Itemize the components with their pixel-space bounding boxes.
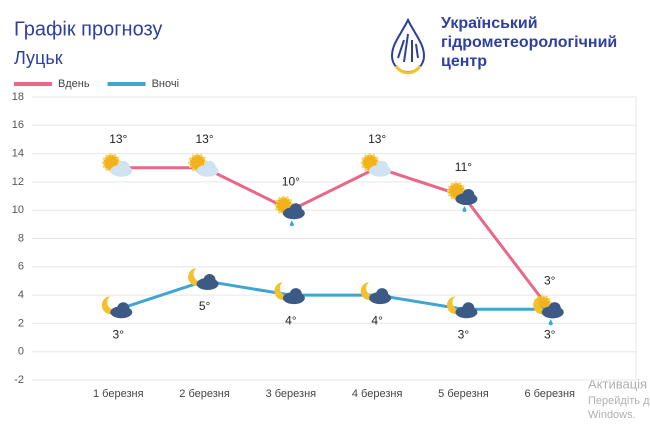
- x-tick-label: 2 березня: [179, 388, 230, 400]
- chart-title: Графік прогнозу: [14, 18, 162, 40]
- y-tick-label: 8: [18, 232, 24, 244]
- weather-icon: [446, 296, 478, 319]
- watermark: Windows.: [588, 409, 636, 421]
- x-tick-label: 5 березня: [438, 388, 489, 400]
- cloud: [376, 288, 389, 301]
- moon: [446, 296, 465, 315]
- rain-drop: [548, 319, 553, 326]
- y-tick-label: 12: [12, 176, 24, 188]
- cloud: [117, 302, 130, 315]
- value-label: 13°: [109, 132, 127, 146]
- cloud: [462, 189, 475, 202]
- y-tick-label: 6: [18, 261, 24, 273]
- value-label: 3°: [544, 273, 556, 287]
- value-label: 4°: [285, 313, 297, 327]
- value-label: 3°: [544, 327, 556, 341]
- cloud: [376, 160, 389, 173]
- value-label: 13°: [195, 132, 213, 146]
- watermark: Активація: [588, 376, 647, 391]
- moon: [101, 296, 120, 315]
- cloud: [289, 288, 302, 301]
- y-tick-label: 16: [12, 119, 24, 131]
- rain-drop: [462, 206, 467, 213]
- y-tick-label: 10: [12, 204, 24, 216]
- weather-icon: [188, 267, 219, 290]
- y-tick-label: -2: [14, 374, 24, 386]
- moon: [188, 267, 206, 286]
- y-tick-label: 14: [12, 148, 24, 160]
- logo-text: гідрометеорологічний: [441, 34, 617, 51]
- rain-drop: [289, 220, 294, 227]
- weather-icon: [188, 153, 219, 177]
- cloud: [117, 160, 130, 173]
- weather-icon: [101, 153, 133, 177]
- moon: [360, 282, 379, 301]
- x-tick-label: 1 березня: [93, 388, 144, 400]
- cloud: [548, 302, 561, 315]
- weather-icon: [101, 296, 133, 319]
- legend-label: Вдень: [58, 78, 90, 90]
- moon: [533, 296, 551, 315]
- x-tick-label: 3 березня: [266, 388, 317, 400]
- y-tick-label: 2: [18, 317, 24, 329]
- y-tick-label: 0: [18, 346, 24, 358]
- cloud: [203, 273, 216, 286]
- weather-icon: [360, 282, 392, 305]
- value-label: 13°: [368, 132, 386, 146]
- weather-icon: [274, 282, 305, 305]
- value-label: 4°: [371, 313, 383, 327]
- logo-icon: [390, 17, 426, 75]
- x-tick-label: 4 березня: [352, 388, 403, 400]
- weather-icon: [360, 153, 392, 177]
- moon: [274, 282, 292, 301]
- y-tick-label: 4: [18, 289, 24, 301]
- weather-icon: [533, 296, 564, 326]
- cloud: [203, 160, 216, 173]
- y-tick-label: 18: [12, 91, 24, 103]
- watermark: Перейдіть до: [588, 395, 650, 407]
- logo-text: центр: [441, 53, 487, 70]
- legend-label: Вночі: [152, 78, 179, 90]
- value-label: 10°: [282, 174, 300, 188]
- value-label: 3°: [458, 327, 470, 341]
- x-tick-label: 6 березня: [524, 388, 575, 400]
- weather-icon: [274, 195, 305, 227]
- chart-subtitle: Луцьк: [14, 48, 63, 68]
- value-label: 11°: [455, 160, 472, 174]
- cloud: [462, 302, 475, 315]
- weather-icon: [446, 181, 478, 213]
- cloud: [289, 203, 302, 216]
- value-label: 5°: [199, 299, 211, 313]
- line-series: [117, 279, 550, 311]
- logo-text: Український: [441, 15, 538, 32]
- value-label: 3°: [113, 327, 125, 341]
